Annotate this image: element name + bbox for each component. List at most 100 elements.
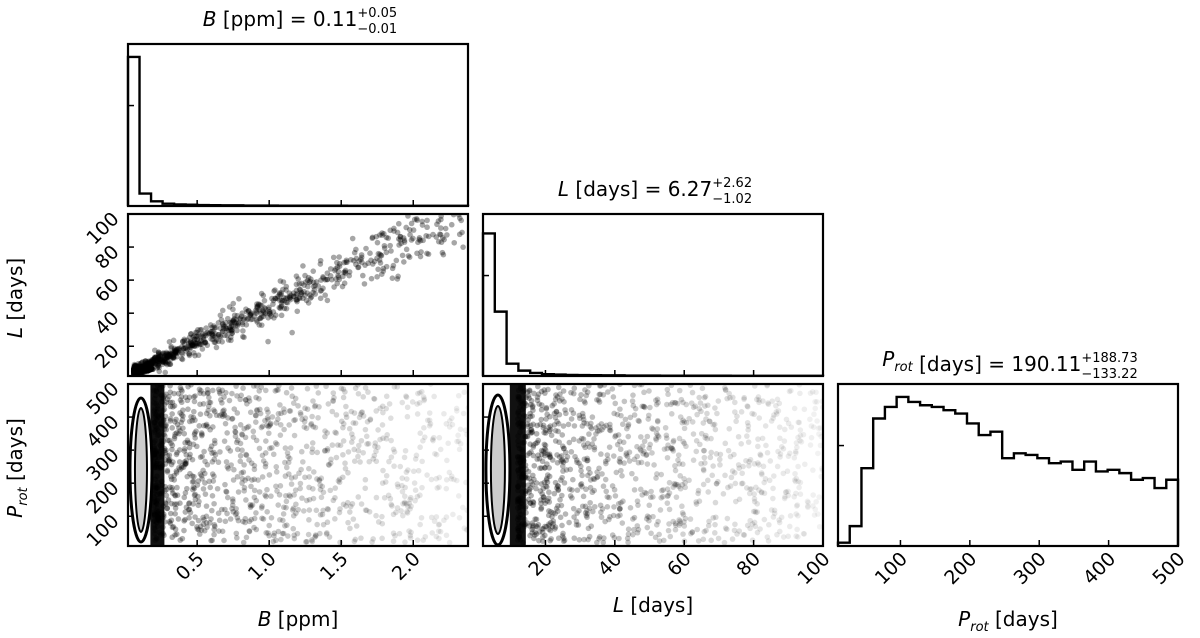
scatter-point xyxy=(248,483,254,490)
scatter-point xyxy=(131,369,137,376)
scatter-point xyxy=(650,494,656,500)
scatter-point xyxy=(617,446,624,453)
scatter-point xyxy=(330,398,336,405)
scatter-point xyxy=(682,480,688,486)
scatter-point xyxy=(407,506,413,512)
scatter-point xyxy=(353,261,359,268)
scatter-point xyxy=(449,421,456,428)
scatter-point xyxy=(666,490,673,496)
title-prot-upper: +188.73 xyxy=(1081,351,1137,366)
scatter-point xyxy=(159,478,165,485)
scatter-point xyxy=(748,486,755,492)
scatter-point xyxy=(518,511,524,518)
scatter-point xyxy=(229,505,235,512)
scatter-point xyxy=(726,425,733,432)
scatter-point xyxy=(290,525,297,532)
scatter-point xyxy=(387,495,394,502)
scatter-point xyxy=(132,370,139,376)
scatter-point xyxy=(375,266,381,273)
scatter-point xyxy=(240,333,246,340)
scatter-point xyxy=(385,235,392,241)
scatter-point xyxy=(529,526,535,533)
scatter-point xyxy=(724,515,731,522)
scatter-point xyxy=(247,312,253,319)
scatter-point xyxy=(188,330,194,337)
scatter-point xyxy=(744,403,751,409)
scatter-point xyxy=(521,404,527,411)
scatter-point xyxy=(265,306,272,313)
scatter-point xyxy=(783,416,790,423)
scatter-point xyxy=(395,273,401,280)
scatter-point xyxy=(518,474,525,480)
scatter-point xyxy=(288,385,295,391)
scatter-point xyxy=(163,355,170,362)
scatter-point xyxy=(765,400,771,406)
scatter-point xyxy=(221,537,227,544)
scatter-point xyxy=(270,451,277,458)
scatter-point xyxy=(429,530,436,536)
scatter-point xyxy=(654,418,661,425)
scatter-point xyxy=(535,521,542,528)
scatter-point xyxy=(298,448,305,455)
scatter-point xyxy=(288,292,294,299)
scatter-point xyxy=(337,539,343,546)
scatter-point xyxy=(251,524,257,531)
scatter-point xyxy=(812,398,818,405)
scatter-point xyxy=(700,466,707,473)
scatter-point xyxy=(229,416,235,422)
scatter-point xyxy=(131,365,138,372)
scatter-point xyxy=(131,368,137,375)
scatter-point xyxy=(646,388,652,394)
scatter-point xyxy=(538,500,544,507)
scatter-point xyxy=(537,421,543,428)
scatter-point xyxy=(258,384,265,390)
scatter-point xyxy=(160,503,166,509)
scatter-point xyxy=(298,289,304,296)
scatter-point xyxy=(242,519,248,526)
scatter-point xyxy=(375,444,381,451)
scatter-point xyxy=(699,385,706,392)
scatter-point xyxy=(381,242,388,249)
scatter-point xyxy=(801,406,808,413)
scatter-point xyxy=(553,505,560,512)
scatter-point xyxy=(538,406,545,413)
scatter-point xyxy=(150,356,157,363)
scatter-point xyxy=(774,531,780,538)
scatter-point xyxy=(273,420,280,426)
scatter-point xyxy=(573,522,580,528)
scatter-point xyxy=(516,533,523,540)
scatter-point xyxy=(307,292,313,298)
scatter-point xyxy=(379,535,385,542)
scatter-point xyxy=(687,516,694,522)
scatter-point xyxy=(151,360,158,367)
scatter-point xyxy=(568,449,575,455)
scatter-point xyxy=(568,406,575,413)
scatter-point xyxy=(260,458,267,464)
scatter-point xyxy=(162,519,168,525)
scatter-point xyxy=(530,524,536,530)
scatter-point xyxy=(586,384,592,389)
scatter-point xyxy=(265,338,271,345)
title-b-lower: −0.01 xyxy=(357,22,397,37)
scatter-point xyxy=(163,358,169,364)
scatter-point xyxy=(189,456,196,463)
scatter-point xyxy=(355,390,362,397)
scatter-point xyxy=(132,365,138,372)
scatter-point xyxy=(681,519,687,525)
scatter-point xyxy=(530,472,536,479)
scatter-point xyxy=(296,470,302,477)
scatter-point xyxy=(741,532,748,538)
scatter-point xyxy=(188,340,195,347)
scatter-point xyxy=(181,459,188,465)
scatter-point xyxy=(131,367,137,374)
scatter-point xyxy=(433,475,440,482)
scatter-point xyxy=(747,456,754,463)
scatter-point xyxy=(515,420,522,426)
scatter-point xyxy=(174,421,181,428)
scatter-point xyxy=(804,498,811,505)
scatter-point xyxy=(586,444,593,450)
scatter-point xyxy=(198,341,205,348)
scatter-point xyxy=(747,486,753,492)
scatter-point xyxy=(166,457,172,464)
scatter-point xyxy=(430,434,437,441)
